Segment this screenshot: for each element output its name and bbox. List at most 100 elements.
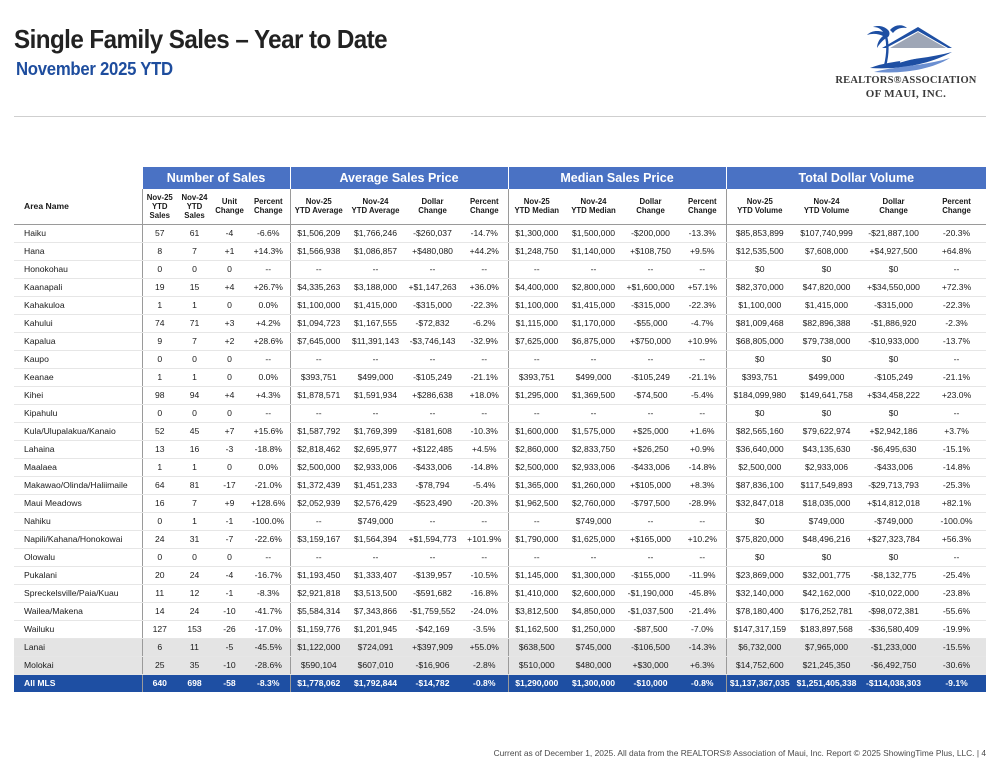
value-cell: $1,115,000 (507, 314, 566, 333)
value-cell: 7 (177, 494, 212, 513)
area-name-cell: Molokai (14, 656, 142, 675)
column-header-line: Dollar (421, 197, 444, 207)
value-cell: +15.6% (247, 422, 291, 441)
value-cell: -- (565, 350, 623, 369)
value-cell: -25.3% (927, 476, 987, 495)
column-header: Nov-25 YTD Volume (725, 189, 794, 225)
value-cell: -17.0% (247, 620, 291, 639)
value-cell: 57 (141, 224, 177, 243)
column-header: Nov-24 YTD Median (565, 189, 623, 225)
value-cell: -- (679, 404, 727, 423)
value-cell: $1,140,000 (565, 242, 623, 261)
value-cell: $1,878,571 (289, 386, 348, 405)
value-cell: $6,875,000 (565, 332, 623, 351)
value-cell: +$34,550,000 (860, 278, 928, 297)
value-cell: 1 (177, 512, 212, 531)
column-header-line: Nov-25 (523, 197, 550, 207)
value-cell: 0.0% (247, 368, 291, 387)
value-cell: -13.7% (927, 332, 987, 351)
value-cell: -$105,249 (404, 368, 462, 387)
value-cell: $1,100,000 (725, 296, 794, 315)
column-header-line: Unit (221, 197, 238, 207)
value-cell: -21.1% (461, 368, 509, 387)
value-cell: $147,317,159 (725, 620, 794, 639)
value-cell: $393,751 (289, 368, 348, 387)
value-cell: -$200,000 (622, 224, 680, 243)
value-cell: -$29,713,793 (860, 476, 928, 495)
value-cell: $32,847,018 (725, 494, 794, 513)
value-cell: -14.8% (461, 458, 509, 477)
value-cell: $1,159,776 (289, 620, 348, 639)
value-cell: +28.6% (247, 332, 291, 351)
column-header-line: Nov-24 (362, 197, 389, 207)
value-cell: -- (679, 548, 727, 567)
value-cell: +2 (212, 332, 247, 351)
value-cell: +10.2% (679, 530, 727, 549)
value-cell: -24.0% (461, 602, 509, 621)
value-cell: $1,451,233 (347, 476, 405, 495)
value-cell: -22.3% (927, 296, 987, 315)
value-cell: -$36,580,409 (860, 620, 928, 639)
value-cell: +26.7% (247, 278, 291, 297)
value-cell: $1,769,399 (347, 422, 405, 441)
value-cell: +55.0% (461, 638, 509, 657)
value-cell: -- (247, 404, 291, 423)
value-cell: -- (622, 260, 680, 279)
column-header-line: Change (942, 206, 971, 216)
value-cell: -10.3% (461, 422, 509, 441)
value-cell: $183,897,568 (793, 620, 861, 639)
value-cell: +14.3% (247, 242, 291, 261)
value-cell: 1 (177, 458, 212, 477)
column-header: Nov-24 YTD Average (347, 189, 405, 225)
value-cell: -$10,022,000 (860, 584, 928, 603)
value-cell: +57.1% (679, 278, 727, 297)
value-cell: $1,201,945 (347, 620, 405, 639)
value-cell: -6.2% (461, 314, 509, 333)
value-cell: $117,549,893 (793, 476, 861, 495)
value-cell: -55.6% (927, 602, 987, 621)
value-cell: $7,625,000 (507, 332, 566, 351)
value-cell: -$21,887,100 (860, 224, 928, 243)
value-cell: -100.0% (927, 512, 987, 531)
column-header: Dollar Change (404, 189, 462, 225)
area-name-cell: Kula/Ulupalakua/Kanaio (14, 422, 142, 441)
value-cell: $1,300,000 (565, 566, 623, 585)
value-cell: $2,921,818 (289, 584, 348, 603)
table-row: Honokohau 0 0 0 -- -- -- -- -- -- -- -- -- $0 $0 $0 -- (14, 260, 987, 279)
column-header-line: Nov-24 (813, 197, 840, 207)
value-cell: +$30,000 (622, 656, 680, 675)
value-cell: +$27,323,784 (860, 530, 928, 549)
value-cell: -- (461, 350, 509, 369)
value-cell: 0 (212, 296, 247, 315)
value-cell: $1,300,000 (565, 674, 623, 692)
value-cell: 61 (177, 224, 212, 243)
value-cell: $36,640,000 (725, 440, 794, 459)
value-cell: $2,833,750 (565, 440, 623, 459)
value-cell: $42,162,000 (793, 584, 861, 603)
value-cell: -- (289, 512, 348, 531)
value-cell: -- (679, 512, 727, 531)
table-row: Pukalani 20 24 -4 -16.7% $1,193,450 $1,333,407… (14, 566, 987, 585)
value-cell: $0 (860, 404, 928, 423)
area-name-cell: Kapalua (14, 332, 142, 351)
table-row: Kahakuloa 1 1 0 0.0% $1,100,000 $1,415,000 -$31… (14, 296, 987, 315)
value-cell: -7 (212, 530, 247, 549)
value-cell: $510,000 (507, 656, 566, 675)
value-cell: -$139,957 (404, 566, 462, 585)
value-cell: $3,812,500 (507, 602, 566, 621)
value-cell: 14 (141, 602, 177, 621)
value-cell: $0 (793, 350, 861, 369)
value-cell: $724,091 (347, 638, 405, 657)
value-cell: -4 (212, 566, 247, 585)
value-cell: -14.8% (679, 458, 727, 477)
value-cell: -$260,037 (404, 224, 462, 243)
island-row: Molokai 25 35 -10 -28.6% $590,104 $607,010 -$16… (14, 656, 987, 675)
value-cell: 15 (177, 278, 212, 297)
area-name-cell: Kahului (14, 314, 142, 333)
value-cell: -- (247, 260, 291, 279)
value-cell: -$87,500 (622, 620, 680, 639)
column-header: Unit Change (212, 189, 247, 225)
value-cell: -28.9% (679, 494, 727, 513)
value-cell: -- (461, 512, 509, 531)
value-cell: $78,180,400 (725, 602, 794, 621)
